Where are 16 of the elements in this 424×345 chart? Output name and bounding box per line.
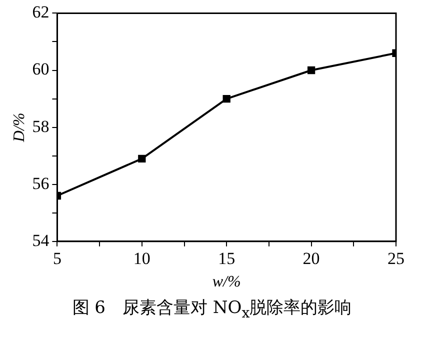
y-tick-label: 54 [32,230,50,250]
y-tick-label: 60 [32,60,50,79]
x-tick-label: 20 [302,249,320,268]
caption: 图 6 尿素含量对 NO$_{x}$脱除率的影响 [71,297,353,322]
x-axis-title: w/% [212,274,241,291]
y-tick-label: 56 [32,174,50,193]
y-tick-label: 62 [32,2,50,22]
point [307,66,316,74]
x-tick-label: 10 [133,249,150,268]
point [222,94,230,103]
x-tick-label: 25 [388,249,404,268]
point [138,154,146,163]
x-tick-label: 5 [52,249,62,268]
y-axis-title: D/% [10,112,28,143]
x-tick-label: 15 [218,249,236,268]
y-tick-label: 58 [32,116,50,136]
